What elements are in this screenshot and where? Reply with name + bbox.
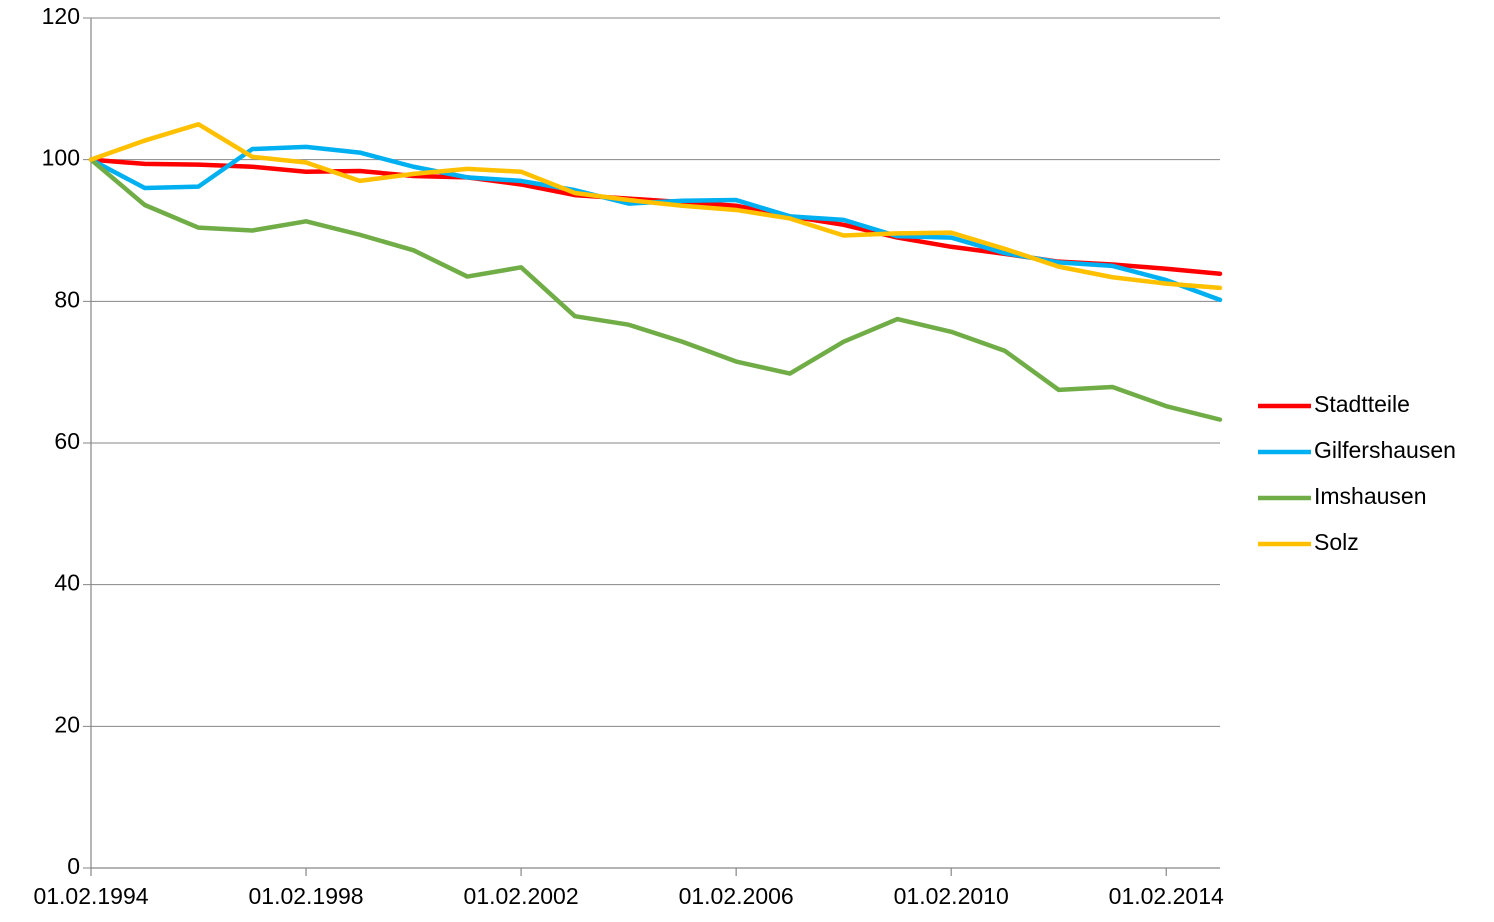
- legend-label: Gilfershausen: [1314, 437, 1456, 463]
- x-tick-label: 01.02.2006: [679, 883, 794, 909]
- y-tick-label: 0: [67, 853, 80, 879]
- y-tick-label: 40: [54, 570, 80, 596]
- y-tick-label: 20: [54, 711, 80, 737]
- y-tick-label: 60: [54, 428, 80, 454]
- series-line: [88, 122, 1223, 291]
- series-line: [88, 157, 1223, 276]
- series-line: [88, 144, 1223, 303]
- x-tick-label: 01.02.1994: [33, 883, 148, 909]
- y-tick-label: 120: [42, 3, 80, 29]
- series-line: [88, 157, 1223, 422]
- y-tick-label: 100: [42, 145, 80, 171]
- x-tick-label: 01.02.2002: [464, 883, 579, 909]
- y-tick-label: 80: [54, 286, 80, 312]
- legend-label: Stadtteile: [1314, 391, 1410, 417]
- x-tick-label: 01.02.2014: [1109, 883, 1224, 909]
- legend-label: Imshausen: [1314, 483, 1427, 509]
- legend-label: Solz: [1314, 529, 1359, 555]
- x-tick-label: 01.02.2010: [894, 883, 1009, 909]
- x-tick-label: 01.02.1998: [248, 883, 363, 909]
